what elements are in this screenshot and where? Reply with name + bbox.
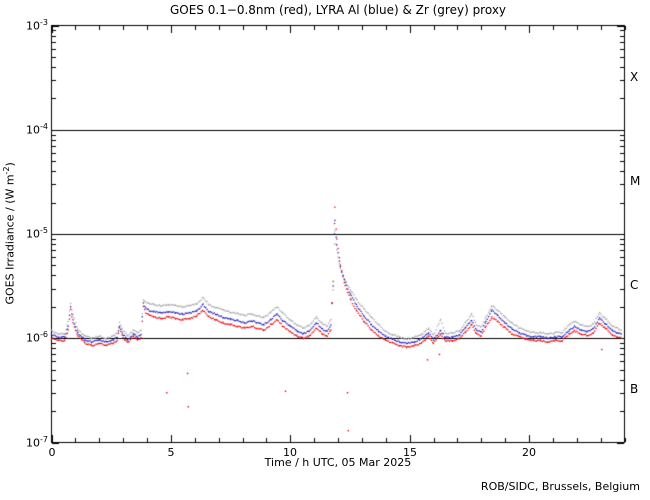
- y-tick-label: 10-6: [26, 330, 48, 345]
- chart-title: GOES 0.1−0.8nm (red), LYRA Al (blue) & Z…: [169, 3, 507, 17]
- flare-class-label-c: C: [630, 278, 639, 292]
- x-tick-label: 10: [283, 446, 297, 459]
- x-tick-label: 15: [403, 446, 417, 459]
- x-tick-label: 0: [48, 446, 56, 459]
- flare-class-label-b: B: [630, 382, 639, 396]
- flare-class-label-m: M: [630, 174, 641, 188]
- y-tick-label: 10-4: [26, 122, 48, 137]
- flare-class-label-x: X: [630, 70, 639, 84]
- y-tick-label: 10-7: [26, 435, 48, 450]
- y-tick-label: 10-5: [26, 226, 48, 241]
- x-tick-label: 5: [167, 446, 175, 459]
- x-tick-label: 20: [522, 446, 536, 459]
- y-tick-label: 10-3: [26, 18, 48, 33]
- x-axis-label: Time / h UTC, 05 Mar 2025: [264, 456, 412, 469]
- credit-text: ROB/SIDC, Brussels, Belgium: [480, 480, 640, 493]
